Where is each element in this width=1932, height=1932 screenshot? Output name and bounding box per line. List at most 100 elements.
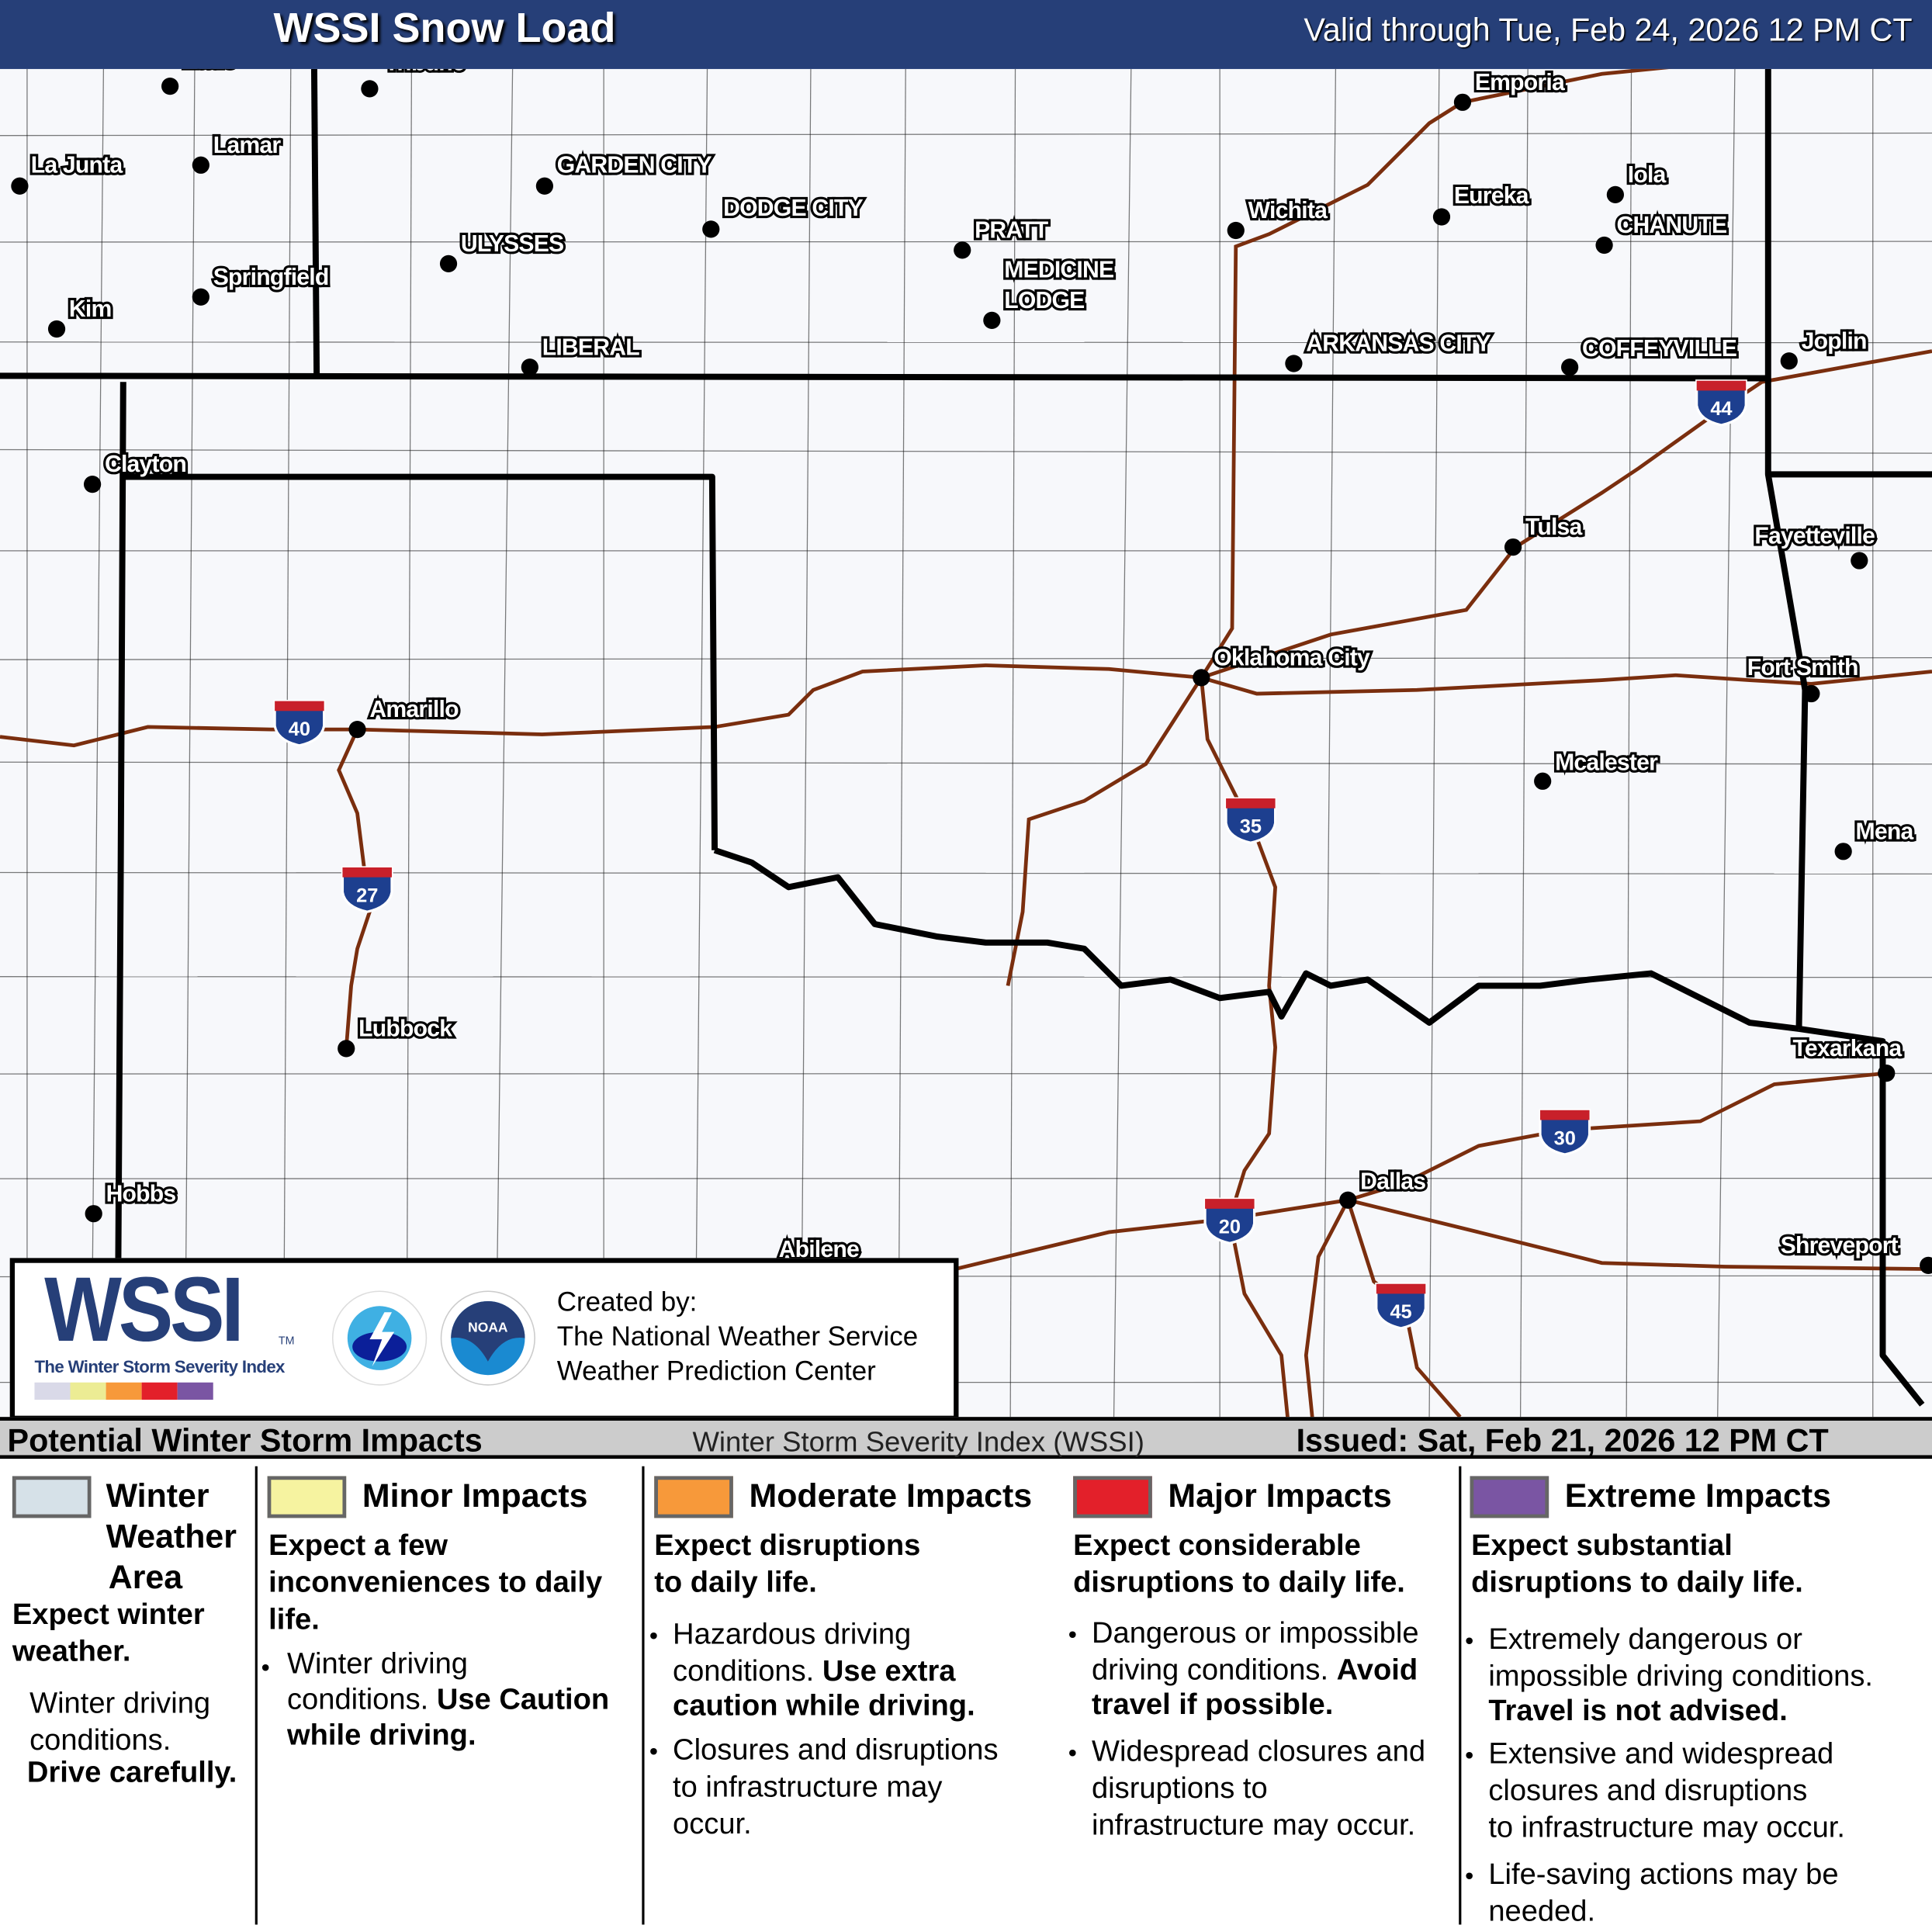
city-fort-smith: Fort Smith [1745, 653, 1861, 703]
city-label: LIBERAL [542, 334, 639, 360]
swatch-moderate-impacts [654, 1476, 733, 1518]
city-dot-icon [1339, 1191, 1357, 1209]
city-label: Mcalester [1555, 750, 1658, 776]
legend-divider [254, 1466, 258, 1925]
county-line [0, 241, 1932, 243]
county-line [1428, 68, 1440, 1418]
city-label: Tulsa [1525, 514, 1583, 540]
impact-detail: to infrastructure may occur. [1488, 1811, 1845, 1845]
category-title: Moderate Impacts [749, 1477, 1033, 1515]
city-hobbs: Hobbs [85, 1179, 178, 1223]
city-label: DODGE CITY [723, 196, 863, 221]
city-arkansas-city: ARKANSAS CITY [1285, 328, 1494, 372]
city-dot-icon [1606, 185, 1624, 204]
city-dot-icon [1920, 1256, 1932, 1274]
city-shreveport: Shreveport [1778, 1231, 1932, 1274]
city-kim: Kim [47, 294, 114, 338]
county-line [1626, 68, 1633, 1418]
city-tribune: Tribune [361, 69, 468, 98]
highway [1200, 68, 1670, 679]
city-label: Mena [1856, 819, 1914, 844]
scale-swatch [70, 1382, 106, 1400]
valid-time: Valid through Tue, Feb 24, 2026 12 PM CT [1304, 11, 1913, 48]
city-dot-icon [1504, 538, 1522, 556]
city-label: Shreveport [1781, 1233, 1899, 1259]
city-amarillo: Amarillo [348, 694, 462, 739]
interstate-30-shield-icon: 30 [1539, 1109, 1591, 1156]
interstate-45-shield-icon: 45 [1375, 1283, 1427, 1330]
impact-detail: disruptions to [1091, 1771, 1268, 1806]
impact-detail-bold: caution while driving. [673, 1689, 975, 1723]
bullet-icon: • [649, 1622, 659, 1650]
city-dot-icon [1193, 669, 1210, 687]
city-label: Springfield [213, 265, 329, 290]
city-dot-icon [1534, 772, 1552, 790]
city-label: Oklahoma City [1214, 646, 1370, 671]
interstate-number: 40 [289, 718, 310, 740]
agency-logos: NOAA [331, 1290, 535, 1386]
city-springfield: Springfield [192, 262, 331, 306]
noaa-text: NOAA [468, 1320, 508, 1335]
city-label: Amarillo [369, 697, 459, 722]
cities: Eads Tribune La Junta Lamar GARDEN CITY DODGE… [11, 69, 1932, 1274]
county-line [1009, 68, 1016, 1418]
state-border [310, 68, 320, 376]
county-line [0, 871, 1932, 874]
bullet-icon: • [1068, 1621, 1077, 1649]
city-coffeyville: COFFEYVILLE [1561, 334, 1740, 376]
county-line [1322, 68, 1337, 1418]
org-nws: The National Weather Service [556, 1321, 919, 1352]
impact-detail: conditions. [673, 1654, 815, 1688]
city-label: ARKANSAS CITY [1306, 331, 1491, 357]
county-line [184, 68, 196, 1418]
city-dallas: Dallas [1339, 1166, 1428, 1209]
city-dot-icon [1834, 843, 1852, 860]
header: WSSI Snow Load Valid through Tue, Feb 24… [0, 0, 1932, 69]
impact-summary: to daily life. [654, 1566, 817, 1600]
state-border [115, 382, 126, 1259]
category-title-line: Winter [106, 1477, 209, 1515]
category-title: Minor Impacts [362, 1477, 588, 1515]
impact-detail: Widespread closures and [1091, 1734, 1426, 1768]
created-by-label: Created by: [556, 1286, 698, 1317]
wssi-logo: WSSI [44, 1258, 244, 1361]
county-line [0, 656, 1932, 660]
impact-summary: disruptions to daily life. [1471, 1566, 1803, 1600]
city-dot-icon [85, 1205, 102, 1223]
interstate-number: 20 [1219, 1217, 1241, 1238]
city-eureka: Eureka [1432, 181, 1532, 226]
city-garden-city: GARDEN CITY [535, 150, 715, 195]
impact-detail: Dangerous or impossible [1091, 1616, 1419, 1650]
city-emporia: Emporia [1453, 69, 1568, 111]
city-liberal: LIBERAL [521, 332, 642, 376]
highway [1200, 349, 1932, 680]
swatch-minor-impacts [267, 1476, 347, 1518]
city-clayton: Clayton [83, 449, 189, 493]
index-name: Winter Storm Severity Index (WSSI) [692, 1425, 1144, 1458]
created-by: Created by: The National Weather Service… [557, 1285, 918, 1388]
county-line [0, 761, 1932, 765]
impact-legend: Minor Impacts Moderate Impacts Major Impac… [0, 1459, 1932, 1932]
scale-swatch [34, 1382, 71, 1400]
city-la-junta: La Junta [11, 150, 126, 195]
impact-detail-line: conditions. Use extra [673, 1653, 955, 1689]
impact-summary: life. [268, 1603, 320, 1636]
impact-detail: Extremely dangerous or [1488, 1622, 1802, 1657]
city-dot-icon [1851, 552, 1868, 570]
wssi-color-scale [34, 1382, 213, 1400]
city-label: Eureka [1454, 183, 1529, 209]
city-dot-icon [983, 311, 1001, 329]
impact-detail: Extensive and widespread [1488, 1737, 1834, 1771]
state-border [1764, 473, 1809, 1030]
scale-swatch [177, 1382, 213, 1400]
interstate-number: 44 [1710, 398, 1732, 420]
city-label: Fort Smith [1747, 655, 1858, 680]
interstate-35-shield-icon: 35 [1224, 797, 1277, 844]
county-line [0, 132, 1932, 137]
city-dot-icon [439, 254, 458, 272]
city-dot-icon [338, 1040, 355, 1058]
impact-detail: conditions. [287, 1683, 429, 1717]
state-border [123, 473, 718, 850]
category-title-line: Weather [106, 1518, 237, 1556]
city-tulsa: Tulsa [1504, 512, 1586, 556]
